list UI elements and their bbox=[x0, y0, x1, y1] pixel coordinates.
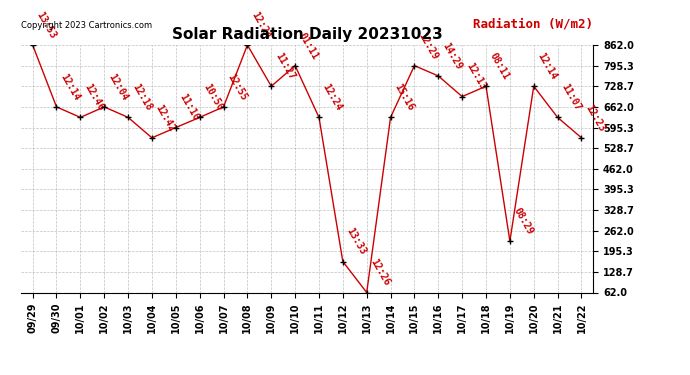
Text: 12:14: 12:14 bbox=[535, 51, 559, 82]
Text: 12:29: 12:29 bbox=[416, 30, 440, 61]
Text: Copyright 2023 Cartronics.com: Copyright 2023 Cartronics.com bbox=[21, 21, 152, 30]
Text: 08:11: 08:11 bbox=[488, 51, 511, 82]
Text: 12:23: 12:23 bbox=[583, 103, 607, 133]
Text: 12:26: 12:26 bbox=[368, 257, 392, 288]
Text: 08:29: 08:29 bbox=[512, 206, 535, 237]
Text: 10:50: 10:50 bbox=[201, 82, 225, 113]
Text: 15:16: 15:16 bbox=[393, 82, 416, 113]
Title: Solar Radiation Daily 20231023: Solar Radiation Daily 20231023 bbox=[172, 27, 442, 42]
Text: 12:13: 12:13 bbox=[464, 62, 487, 92]
Text: 12:46: 12:46 bbox=[82, 82, 106, 113]
Text: 11:27: 11:27 bbox=[273, 51, 297, 82]
Text: 12:04: 12:04 bbox=[106, 72, 130, 102]
Text: 12:55: 12:55 bbox=[226, 72, 249, 102]
Text: 13:53: 13:53 bbox=[34, 10, 58, 40]
Text: 11:07: 11:07 bbox=[560, 82, 583, 113]
Text: 12:14: 12:14 bbox=[59, 72, 81, 102]
Text: 13:33: 13:33 bbox=[345, 226, 368, 257]
Text: 12:18: 12:18 bbox=[130, 82, 153, 113]
Text: 01:11: 01:11 bbox=[297, 30, 320, 61]
Text: Radiation (W/m2): Radiation (W/m2) bbox=[473, 17, 593, 30]
Text: 12:24: 12:24 bbox=[321, 82, 344, 113]
Text: 12:42: 12:42 bbox=[154, 103, 177, 133]
Text: 14:29: 14:29 bbox=[440, 41, 464, 71]
Text: 12:24: 12:24 bbox=[249, 10, 273, 40]
Text: 11:10: 11:10 bbox=[178, 92, 201, 123]
